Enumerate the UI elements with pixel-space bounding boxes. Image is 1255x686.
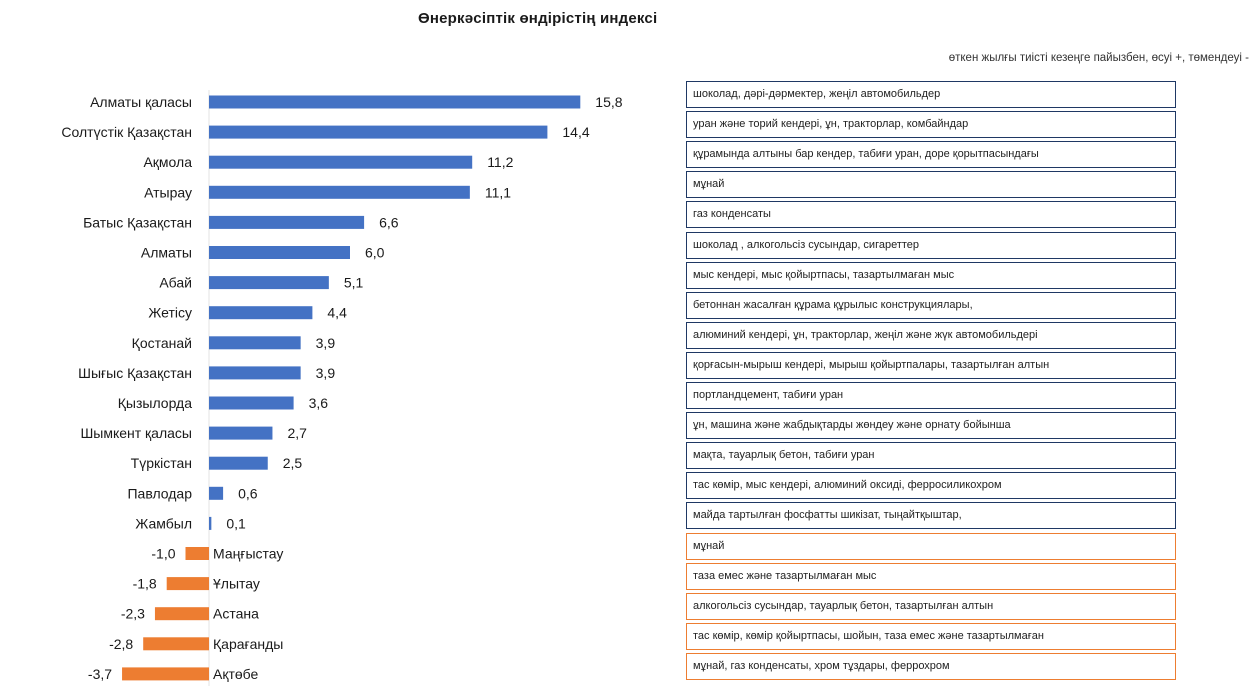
data-label: -3,7 [88,666,112,682]
bar [185,547,209,560]
description-box: майда тартылған фосфатты шикізат, тыңайт… [686,502,1176,530]
data-label: 2,7 [287,425,307,441]
bar [209,185,470,199]
bar [209,246,350,259]
category-label: Павлодар [127,485,192,501]
bar [209,366,301,380]
description-box: шоколад , алкогольсіз сусындар, сигаретт… [686,231,1176,259]
bar [209,486,224,500]
bar [122,667,209,681]
description-box: портландцемент, табиғи уран [686,382,1176,409]
data-label: 14,4 [562,124,589,140]
bar [209,456,268,470]
category-label: Жетісу [148,305,192,321]
data-label: -1,0 [151,546,175,562]
data-label: 3,9 [316,335,336,351]
category-label: Абай [159,275,192,291]
category-label: Шымкент қаласы [80,425,192,441]
description-box: тас көмір, көмір қойыртпасы, шойын, таза… [686,622,1176,650]
bar [209,155,473,169]
bar [209,125,548,139]
data-label: -2,8 [109,636,133,652]
data-label: 3,6 [309,395,329,411]
description-box: мұнай [686,532,1176,560]
data-label: 4,4 [327,305,347,321]
description-box: уран және торий кендері, ұн, тракторлар,… [686,111,1176,139]
category-label: Алматы қаласы [90,94,192,110]
data-label: 11,1 [485,184,511,200]
chart-subtitle: өткен жылғы тиісті кезеңге пайызбен, өсу… [948,52,1249,64]
category-label: Қызылорда [118,395,192,411]
chart-title: Өнеркәсіптік өндірістің индексі [418,10,658,27]
category-label: Солтүстік Қазақстан [61,124,192,140]
bar [209,336,301,350]
data-label: 2,5 [283,455,303,471]
data-label: 3,9 [316,365,336,381]
category-label: Ақмола [143,154,192,170]
description-box: тас көмір, мыс кендері, алюминий оксиді,… [686,472,1176,500]
category-label: Жамбыл [135,515,192,531]
description-box: мақта, тауарлық бетон, табиғи уран [686,442,1176,470]
category-label: Батыс Қазақстан [83,214,192,230]
category-label: Ақтөбе [213,666,259,682]
category-label: Қарағанды [213,636,283,652]
data-label: 5,1 [344,275,364,291]
description-box: мұнай [686,171,1176,199]
description-box: мұнай, газ конденсаты, хром тұздары, фер… [686,652,1176,680]
data-label: 11,2 [487,154,513,170]
description-box: мыс кендері, мыс қойыртпасы, тазартылмағ… [686,261,1176,289]
data-label: 6,0 [365,245,385,261]
category-label: Түркістан [131,455,192,471]
description-box: құрамында алтыны бар кендер, табиғи уран… [686,141,1176,169]
category-label: Атырау [144,184,192,200]
category-label: Алматы [141,245,192,261]
data-label: -1,8 [133,576,157,592]
category-label: Ұлытау [213,576,260,592]
description-box: алюминий кендері, ұн, тракторлар, жеңіл … [686,321,1176,349]
category-label: Маңғыстау [213,546,283,562]
description-box: алкогольсіз сусындар, тауарлық бетон, та… [686,592,1176,620]
bar [209,95,581,109]
bar [209,396,294,410]
bar [154,607,209,621]
description-box: ұн, машина және жабдықтарды жөндеу және … [686,412,1176,440]
bar [209,516,212,530]
bar [209,306,313,320]
category-label: Шығыс Қазақстан [78,365,192,381]
bar [166,577,209,591]
bar [209,276,329,290]
description-box: қорғасын-мырыш кендері, мырыш қойыртпала… [686,351,1176,379]
bar [209,215,365,229]
description-box: газ конденсаты [686,201,1176,229]
data-label: 0,6 [238,485,258,501]
description-box: шоколад, дәрі-дәрмектер, жеңіл автомобил… [686,81,1176,108]
description-box: таза емес және тазартылмаған мыс [686,562,1176,590]
category-label: Астана [213,606,259,622]
bar [143,637,209,651]
data-label: 6,6 [379,214,399,230]
description-box: бетоннан жасалған құрама құрылыс констру… [686,291,1176,319]
data-label: 0,1 [226,515,246,531]
bar [209,426,273,440]
bar-chart: Алматы қаласы 15,8 Солтүстік Қазақстан 14,4… [61,90,623,686]
data-label: -2,3 [121,606,145,622]
category-label: Қостанай [132,335,192,351]
data-label: 15,8 [595,94,622,110]
